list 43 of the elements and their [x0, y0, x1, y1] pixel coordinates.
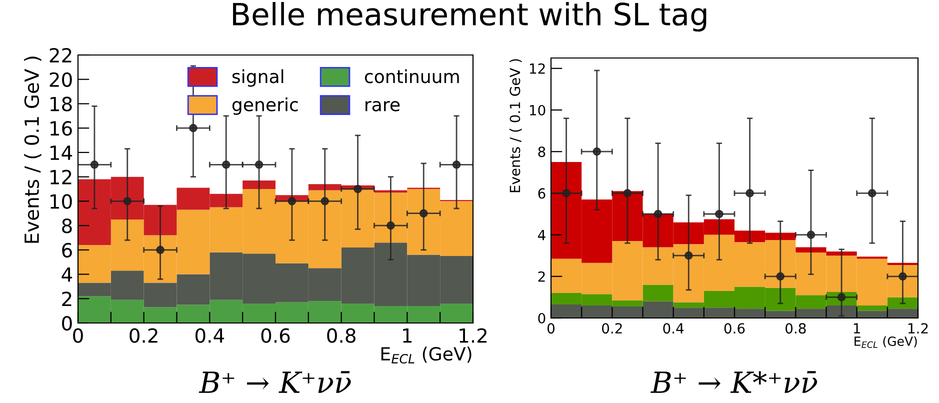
- y-tick-label: 6: [538, 188, 546, 199]
- y-tick-label: 10: [530, 104, 546, 116]
- text: B⁺ → K⁺νν̄: [198, 371, 351, 393]
- x-tick-label: 0.2: [130, 328, 158, 343]
- x-tick-label: 0: [547, 323, 554, 334]
- y-axis-title: Events / ( 0.1 GeV ): [509, 59, 522, 192]
- x-axis-title: E$_{ECL}$ (GeV): [854, 336, 917, 348]
- x-tick-label: 0: [73, 328, 83, 343]
- y-tick-label: 12: [50, 170, 72, 184]
- x-axis-title: E$_{ECL}$ (GeV): [381, 346, 472, 364]
- y-tick-label: 8: [62, 218, 72, 234]
- text: B⁺ → K*⁺νν̄: [650, 371, 818, 393]
- y-tick-label: 4: [538, 230, 546, 240]
- y-tick-label: 22: [50, 48, 72, 62]
- x-tick-label: 1.2: [460, 328, 487, 343]
- y-tick-label: 8: [538, 146, 546, 158]
- x-tick-label: 1: [854, 323, 860, 334]
- y-tick-label: 10: [50, 194, 72, 209]
- y-tick-label: 4: [62, 267, 72, 282]
- x-tick-label: 0.8: [786, 323, 806, 334]
- y-tick-label: 2: [62, 292, 72, 306]
- legend-label: generic: [232, 97, 298, 115]
- y-tick-label: 18: [50, 96, 72, 112]
- x-tick-label: 0.4: [195, 328, 224, 343]
- legend-label: signal: [232, 69, 284, 87]
- x-tick-label: 1.2: [908, 323, 928, 334]
- x-tick-label: 1: [403, 328, 412, 343]
- y-tick-label: 12: [530, 63, 545, 74]
- legend-label: rare: [366, 101, 400, 112]
- y-tick-label: 6: [62, 242, 72, 258]
- x-tick-label: 0.6: [261, 328, 290, 343]
- y-tick-label: 2: [538, 271, 545, 282]
- y-tick-label: 0: [538, 312, 546, 324]
- y-tick-label: 20: [50, 72, 72, 88]
- y-tick-label: 16: [50, 121, 72, 136]
- x-tick-label: 0.4: [663, 323, 684, 334]
- chart-title: Belle measurement with SL tag: [233, 2, 706, 32]
- x-tick-label: 0.6: [724, 323, 745, 334]
- y-tick-label: 14: [50, 146, 72, 160]
- x-tick-label: 0.8: [327, 328, 356, 343]
- legend-label: continuum: [364, 69, 459, 84]
- x-tick-label: 0.2: [602, 323, 622, 334]
- y-axis-title: Events / ( 0.1 GeV ): [24, 56, 42, 243]
